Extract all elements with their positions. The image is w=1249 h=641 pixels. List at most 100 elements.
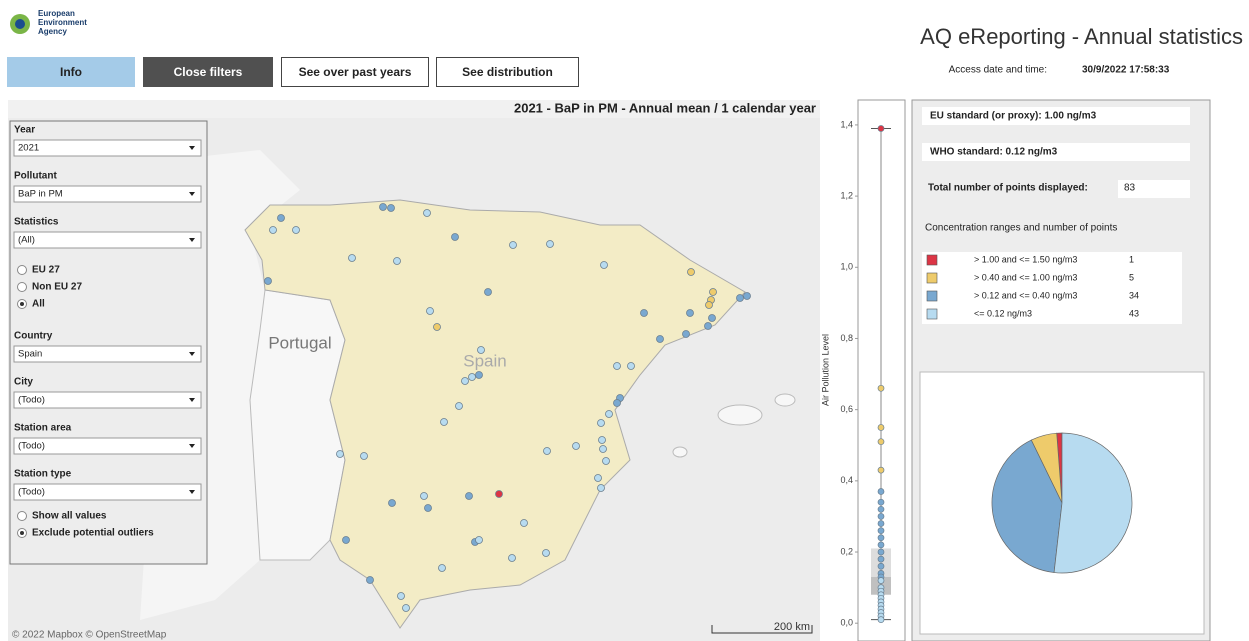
- station-dot: [542, 549, 550, 557]
- station-dot: [477, 346, 485, 354]
- station-dot: [705, 301, 713, 309]
- station-dot: [508, 554, 516, 562]
- dropdown[interactable]: [13, 483, 202, 501]
- filters: Year 2021 Pollutant BaP in PM Statistics (All…: [13, 125, 202, 539]
- pie-slice: [991, 439, 1063, 573]
- map-title-bar: [8, 100, 820, 118]
- attribution: © 2022 Mapbox © OpenStreetMap: [12, 630, 167, 641]
- scale-bar: [711, 625, 813, 634]
- station-dot: [475, 536, 483, 544]
- strip-point: [877, 541, 885, 549]
- station-dot: [687, 268, 695, 276]
- map-title: 2021 - BaP in PM - Annual mean / 1 calen…: [514, 100, 816, 115]
- filter-label: Statistics: [14, 217, 59, 228]
- info-button[interactable]: Info: [7, 57, 135, 87]
- close-filters-button[interactable]: Close filters: [143, 57, 273, 87]
- distribution-button[interactable]: See distribution: [436, 57, 579, 87]
- radio[interactable]: [17, 511, 27, 521]
- y-tick-label: 1,4: [840, 119, 853, 129]
- filter-label: Station type: [14, 469, 72, 480]
- station-dot: [433, 323, 441, 331]
- filter-label: City: [14, 377, 33, 388]
- total-value: 83: [1124, 183, 1136, 194]
- station-dot: [402, 604, 410, 612]
- dropdown-value: (Todo): [18, 395, 45, 406]
- radio-label: Show all values: [32, 511, 107, 522]
- station-dot: [360, 452, 368, 460]
- eu-standard: EU standard (or proxy): 1.00 ng/m3: [930, 111, 1097, 122]
- total-box: [1118, 180, 1190, 198]
- y-tick-label: 0,6: [840, 404, 853, 414]
- map-label: Spain: [463, 351, 506, 370]
- dropdown[interactable]: [13, 391, 202, 409]
- legend-count: 43: [1129, 308, 1139, 318]
- legend-count: 5: [1129, 272, 1134, 282]
- island: [774, 393, 796, 407]
- station-dot: [602, 457, 610, 465]
- station-dot: [599, 445, 607, 453]
- who-standard: WHO standard: 0.12 ng/m3: [930, 147, 1058, 158]
- station-dot: [546, 240, 554, 248]
- station-dot: [520, 519, 528, 527]
- strip-point: [877, 555, 885, 563]
- dropdown-arrow: [189, 146, 195, 150]
- radio[interactable]: [17, 265, 27, 275]
- strip-point: [877, 466, 885, 474]
- station-dot: [708, 314, 716, 322]
- station-dot: [704, 322, 712, 330]
- station-dot: [484, 288, 492, 296]
- station-dot: [440, 418, 448, 426]
- dropdown[interactable]: [13, 231, 202, 249]
- page-title: AQ eReporting - Annual statistics: [920, 24, 1243, 49]
- station-dots: [264, 203, 751, 612]
- dropdown-value: (All): [18, 235, 35, 246]
- strip-point: [877, 424, 885, 431]
- station-dot: [438, 564, 446, 572]
- y-tick-label: 0,2: [840, 546, 853, 556]
- dropdown[interactable]: [13, 139, 202, 157]
- strip-point: [877, 438, 885, 446]
- legend-label: <= 0.12 ng/m3: [974, 308, 1032, 318]
- filter-label: Year: [14, 125, 35, 136]
- portugal: [249, 289, 346, 561]
- legend-swatch: [926, 272, 938, 284]
- dropdown[interactable]: [13, 345, 202, 363]
- legend-label: > 1.00 and <= 1.50 ng/m3: [974, 254, 1077, 264]
- station-dot: [348, 254, 356, 262]
- radio-dot: [20, 531, 24, 535]
- legend-swatch: [926, 290, 938, 302]
- dropdown-arrow: [189, 352, 195, 356]
- past-years-button[interactable]: See over past years: [281, 57, 429, 87]
- legend-swatch: [926, 254, 938, 266]
- dropdown-value: Spain: [18, 349, 42, 360]
- strip-point: [877, 498, 885, 506]
- station-dot: [420, 492, 428, 500]
- strip-point: [877, 384, 885, 392]
- dropdown-arrow: [189, 490, 195, 494]
- legend-label: > 0.40 and <= 1.00 ng/m3: [974, 272, 1077, 282]
- dropdown-value: (Todo): [18, 487, 45, 498]
- radio[interactable]: [17, 282, 27, 292]
- scale-label: 200 km: [774, 621, 810, 633]
- who-box: [922, 143, 1190, 161]
- station-dot: [393, 257, 401, 265]
- box-upper: [871, 548, 891, 577]
- total-label: Total number of points displayed:: [928, 183, 1088, 194]
- dropdown[interactable]: [13, 185, 202, 203]
- strip-point: [877, 527, 885, 535]
- legend-count: 1: [1129, 254, 1134, 264]
- strip-point: [877, 548, 885, 556]
- station-dot: [397, 592, 405, 600]
- station-dot: [426, 307, 434, 315]
- agency-line: European: [38, 9, 75, 18]
- pie-slice: [1053, 432, 1133, 574]
- station-dot: [598, 436, 606, 444]
- dropdown[interactable]: [13, 437, 202, 455]
- strip-point: [877, 520, 885, 527]
- station-dot: [600, 261, 608, 269]
- boxplot: Air Pollution Level 0,0 0,2 0,4 0,6 0,8 1,0 1,2…: [820, 119, 891, 628]
- dropdown-value: (Todo): [18, 441, 45, 452]
- dropdown-arrow: [189, 192, 195, 196]
- station-dot: [461, 377, 469, 385]
